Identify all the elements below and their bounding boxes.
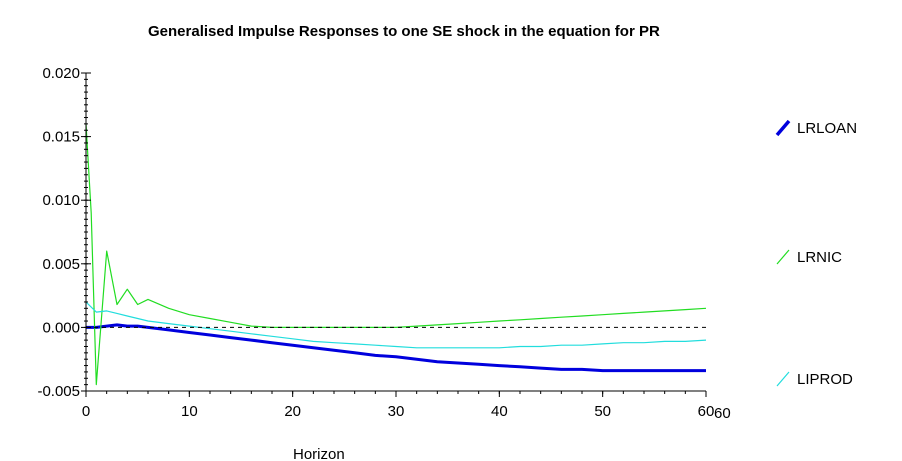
x-tick-label: 10 [181, 403, 198, 420]
y-tick-label: 0.000 [42, 319, 80, 336]
y-tick-label: 0.005 [42, 256, 80, 273]
series-line-lrnic [85, 123, 707, 386]
y-tick-label: 0.020 [42, 65, 80, 82]
chart-title: Generalised Impulse Responses to one SE … [148, 23, 660, 40]
x-tick-label: 50 [594, 403, 611, 420]
y-tick-label: 0.015 [42, 129, 80, 146]
legend-label-liprod: LIPROD [797, 371, 853, 388]
series-line-liprod [85, 301, 707, 349]
legend-swatch-lrnic [776, 249, 790, 265]
axes-layer [81, 72, 707, 397]
x-tick-label: 20 [284, 403, 301, 420]
y-tick-label: -0.005 [37, 383, 80, 400]
x-tick-label: 0 [82, 403, 90, 420]
legend: LRLOAN LRNIC LIPROD [775, 119, 857, 388]
x-axis-end-label: 60 [714, 405, 731, 422]
y-tick-label: 0.010 [42, 192, 80, 209]
x-axis-label: Horizon [293, 446, 345, 461]
legend-swatch-liprod [776, 371, 790, 387]
legend-label-lrloan: LRLOAN [797, 120, 857, 137]
legend-swatch-lrloan [775, 119, 791, 137]
x-tick-label: 40 [491, 403, 508, 420]
series-line-lrloan [86, 323, 706, 373]
series-layer [85, 123, 707, 386]
legend-label-lrnic: LRNIC [797, 249, 842, 266]
x-tick-label: 30 [388, 403, 405, 420]
x-tick-label: 60 [698, 403, 715, 420]
